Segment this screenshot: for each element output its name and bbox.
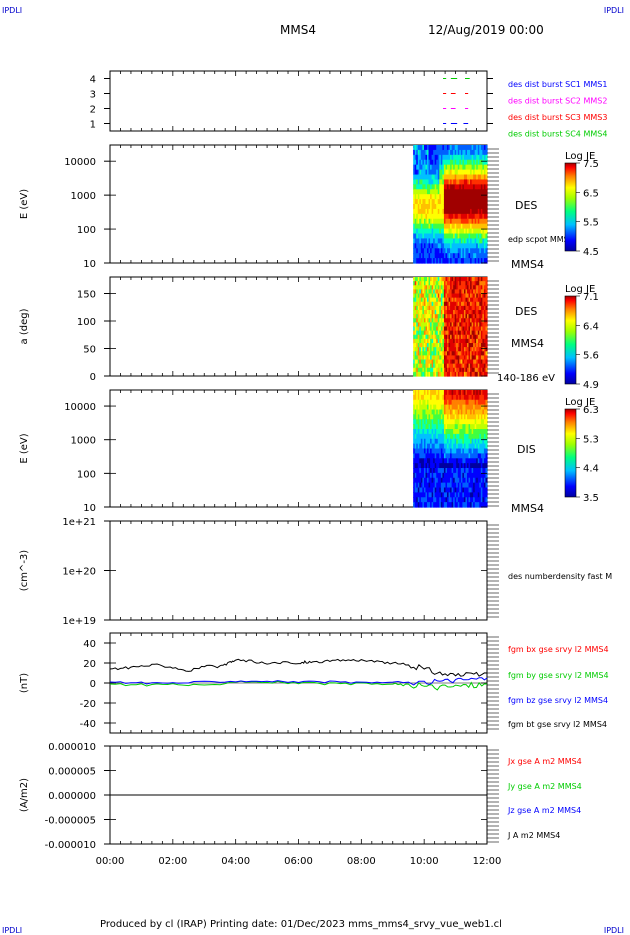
des-pitch-colorbar-tick-3: 4.9	[583, 380, 599, 391]
burst-ytick-0: 4	[90, 75, 96, 86]
des-energy-colorbar	[564, 162, 577, 252]
des-energy-ytick-0: 10000	[64, 157, 96, 168]
time-tick-2: 04:00	[221, 856, 250, 867]
des-energy-colorbar-tick-3: 4.5	[583, 247, 599, 258]
bfield-legend-1: fgm by gse srvy l2 MMS4	[508, 671, 609, 680]
bfield-ytick-3: -20	[80, 699, 96, 710]
corner-label-top-right: IPDLI	[603, 6, 624, 15]
bfield-by-line	[109, 680, 488, 691]
bfield-bt-line	[109, 658, 488, 677]
dis-energy-sc: MMS4	[511, 502, 544, 515]
des-pitch-ytick-2: 50	[83, 345, 96, 356]
current-legend-2: Jz gse A m2 MMS4	[507, 806, 581, 815]
time-tick-6: 12:00	[473, 856, 502, 867]
bfield-bz-line	[109, 677, 488, 686]
footer-credit: Produced by cl (IRAP) Printing date: 01/…	[100, 919, 502, 930]
spacecraft-title: MMS4	[280, 23, 316, 37]
dis-energy-ytick-2: 100	[77, 469, 96, 480]
des-pitch-energy-range: 140-186 eV	[497, 373, 555, 384]
dis-energy-colorbar-tick-0: 6.3	[583, 405, 599, 416]
time-tick-4: 08:00	[347, 856, 376, 867]
time-tick-3: 06:00	[284, 856, 313, 867]
dis-energy-colorbar-tick-3: 3.5	[583, 493, 599, 504]
dis-energy-ytick-1: 1000	[71, 436, 96, 447]
bfield-ytick-4: -40	[80, 719, 96, 730]
current-ytick-1: 0.000005	[48, 767, 96, 778]
des-pitch-ytick-0: 150	[77, 290, 96, 301]
density-ytick-0: 1e+21	[62, 517, 96, 528]
current-legend-3: J A m2 MMS4	[507, 831, 560, 840]
bfield-ytick-1: 20	[83, 659, 96, 670]
current-ytick-0: 0.000010	[48, 742, 96, 753]
des-pitch-ytick-3: 0	[90, 372, 96, 383]
des-pitch-ylabel: a (deg)	[19, 308, 30, 344]
corner-label-bottom-right: IPDLI	[603, 926, 624, 935]
bfield-ylabel: (nT)	[19, 673, 30, 693]
des-energy-annotation: edp scpot MMS4	[508, 235, 574, 244]
des-energy-colorbar-tick-2: 5.5	[583, 218, 599, 229]
des-pitch-colorbar-tick-2: 5.6	[583, 351, 599, 362]
panel-frame-4	[109, 520, 488, 621]
burst-legend-2: des dist burst SC3 MMS3	[508, 113, 607, 122]
bfield-legend-3: fgm bt gse srvy l2 MMS4	[508, 720, 607, 729]
bfield-ytick-2: 0	[90, 679, 96, 690]
des-energy-sc: MMS4	[511, 258, 544, 271]
des-pitch-colorbar-title: Log JE	[565, 284, 595, 295]
des-energy-ytick-2: 100	[77, 225, 96, 236]
date-title: 12/Aug/2019 00:00	[428, 23, 544, 37]
current-ytick-2: 0.000000	[48, 791, 96, 802]
density-ytick-1: 1e+20	[62, 567, 96, 578]
density-ytick-2: 1e+19	[62, 616, 96, 627]
bfield-legend-2: fgm bz gse srvy l2 MMS4	[508, 696, 608, 705]
des-pitch-ytick-1: 100	[77, 317, 96, 328]
panel-frame-0	[109, 70, 488, 132]
dis-energy-colorbar	[564, 408, 577, 498]
current-ytick-4: -0.000010	[45, 840, 96, 851]
burst-legend-1: des dist burst SC2 MMS2	[508, 97, 607, 106]
des-energy-colorbar-tick-1: 6.5	[583, 188, 599, 199]
bfield-legend-0: fgm bx gse srvy l2 MMS4	[508, 645, 609, 654]
des-pitch-colorbar-tick-0: 7.1	[583, 292, 599, 303]
dis-energy-label: DIS	[517, 443, 536, 456]
current-legend-1: Jy gse A m2 MMS4	[507, 782, 582, 791]
des-pitch-sc: MMS4	[511, 337, 544, 350]
des-pitch-colorbar-tick-1: 6.4	[583, 321, 599, 332]
bfield-ytick-0: 40	[83, 639, 96, 650]
burst-ytick-1: 3	[90, 90, 96, 101]
des-pitch-label: DES	[515, 305, 537, 318]
corner-label-bottom-left: IPDLI	[2, 926, 23, 935]
des-energy-colorbar-title: Log JE	[565, 151, 595, 162]
dis-energy-ylabel: E (eV)	[19, 433, 30, 463]
density-legend-0: des numberdensity fast M	[508, 572, 612, 581]
des-energy-ylabel: E (eV)	[19, 189, 30, 219]
dis-energy-ytick-3: 10	[83, 503, 96, 514]
dis-energy-colorbar-tick-2: 4.4	[583, 464, 599, 475]
des-energy-colorbar-tick-0: 7.5	[583, 159, 599, 170]
density-ylabel: (cm^-3)	[19, 550, 30, 591]
burst-ytick-3: 1	[90, 120, 96, 131]
corner-label-top-left: IPDLI	[2, 6, 23, 15]
burst-legend-0: des dist burst SC1 MMS1	[508, 80, 607, 89]
des-energy-label: DES	[515, 199, 537, 212]
des-pitch-colorbar	[564, 295, 577, 385]
des-energy-ytick-3: 10	[83, 259, 96, 270]
dis-energy-colorbar-tick-1: 5.3	[583, 434, 599, 445]
time-tick-5: 10:00	[410, 856, 439, 867]
burst-ytick-2: 2	[90, 105, 96, 116]
burst-legend-3: des dist burst SC4 MMS4	[508, 130, 607, 139]
dis-energy-colorbar-title: Log JE	[565, 397, 595, 408]
time-tick-1: 02:00	[158, 856, 187, 867]
current-ytick-3: -0.000005	[45, 816, 96, 827]
des-energy-ytick-1: 1000	[71, 191, 96, 202]
current-ylabel: (A/m2)	[19, 778, 30, 812]
time-tick-0: 00:00	[96, 856, 125, 867]
dis-energy-ytick-0: 10000	[64, 402, 96, 413]
current-legend-0: Jx gse A m2 MMS4	[507, 757, 582, 766]
